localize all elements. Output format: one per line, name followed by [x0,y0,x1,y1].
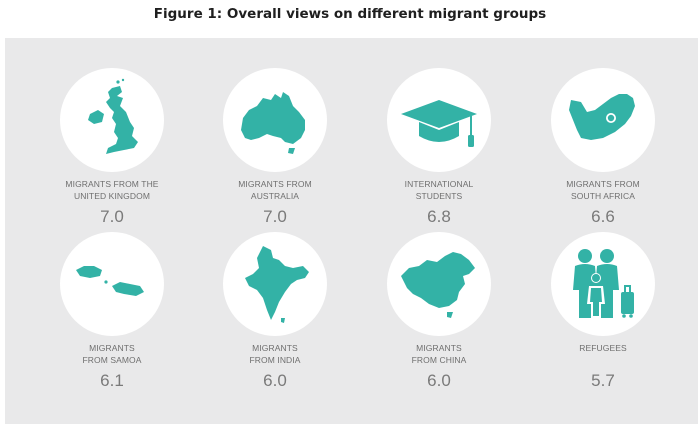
group-label-line: STUDENTS [415,190,463,201]
group-label-line: SOUTH AFRICA [570,190,635,201]
figure-title: Figure 1: Overall views on different mig… [153,6,547,22]
united-kingdom-map-icon [88,78,138,154]
group-label-line: AUSTRALIA [250,190,300,201]
group-label: INTERNATIONAL STUDENTS [364,179,514,202]
group-score: 7.0 [100,207,124,226]
group-label: MIGRANTS FROM THE UNITED KINGDOM [37,179,187,202]
icon-circle [551,68,655,172]
group-score: 6.0 [427,371,451,390]
chart-panel: MIGRANTS FROM THE UNITED KINGDOM 7.0 MIG… [5,38,698,424]
group-label: MIGRANTS FROM CHINA [364,343,514,366]
group-score: 6.1 [100,371,124,390]
group-label-line: REFUGEES [579,343,627,353]
group-label-line: MIGRANTS FROM THE [65,179,159,189]
group-label: MIGRANTS FROM INDIA [200,343,350,366]
group-label: MIGRANTS FROM SAMOA [37,343,187,366]
group-label: MIGRANTS FROM SOUTH AFRICA [528,179,678,202]
icon-circle [60,232,164,336]
group-label-line: FROM CHINA [411,354,467,365]
group-label: MIGRANTS FROM AUSTRALIA [200,179,350,202]
group-label-line: MIGRANTS [89,343,135,353]
icon-circle [387,232,491,336]
icon-circle [551,232,655,336]
group-score: 7.0 [263,207,287,226]
australia-map-icon [241,92,305,154]
group-label-line: INTERNATIONAL [404,179,474,189]
group-label-line: FROM SAMOA [82,354,142,365]
icon-circle [223,232,327,336]
group-label-line: MIGRANTS FROM [238,179,312,189]
refugee-family-icon [573,249,634,318]
samoa-map-icon [76,266,144,296]
group-score: 6.6 [591,207,615,226]
china-map-icon [401,252,475,318]
group-label-line: MIGRANTS [416,343,462,353]
icon-circle [223,68,327,172]
graduation-cap-icon [401,100,477,147]
india-map-icon [245,246,309,323]
group-label-line: FROM INDIA [249,354,301,365]
group-score: 5.7 [591,371,615,390]
icon-circle [387,68,491,172]
group-label: REFUGEES [528,343,678,355]
icon-circle [60,68,164,172]
group-label-line: MIGRANTS FROM [566,179,640,189]
group-score: 6.8 [427,207,451,226]
south-africa-map-icon [569,94,635,140]
group-label-line: UNITED KINGDOM [73,190,150,201]
group-label-line: MIGRANTS [252,343,298,353]
group-score: 6.0 [263,371,287,390]
